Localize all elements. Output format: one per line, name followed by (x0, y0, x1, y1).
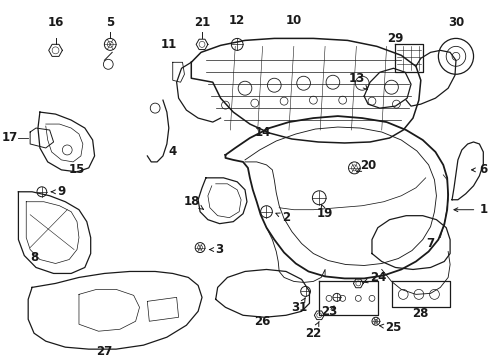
Text: 25: 25 (379, 321, 401, 334)
Text: 23: 23 (320, 305, 336, 318)
Text: 8: 8 (30, 251, 38, 264)
Text: 21: 21 (194, 16, 210, 29)
Text: 9: 9 (51, 185, 65, 198)
Text: 11: 11 (161, 38, 177, 51)
Text: 5: 5 (106, 16, 114, 29)
Text: 27: 27 (96, 345, 112, 357)
Text: 26: 26 (254, 315, 270, 328)
Text: 30: 30 (447, 16, 463, 29)
Text: 3: 3 (209, 243, 223, 256)
Text: 1: 1 (453, 203, 487, 216)
Text: 29: 29 (386, 32, 403, 45)
Text: 20: 20 (356, 159, 375, 172)
Text: 2: 2 (275, 211, 289, 224)
Text: 7: 7 (426, 237, 434, 250)
Text: 28: 28 (412, 307, 428, 320)
Text: 10: 10 (285, 14, 302, 27)
Text: 13: 13 (347, 72, 367, 90)
Text: 14: 14 (254, 126, 270, 139)
Text: 31: 31 (291, 298, 307, 314)
Text: 15: 15 (69, 163, 85, 176)
Text: 4: 4 (168, 145, 177, 158)
Text: 22: 22 (305, 321, 321, 340)
Text: 17: 17 (2, 131, 19, 144)
Text: 12: 12 (228, 14, 245, 27)
Text: 16: 16 (47, 16, 63, 29)
Text: 18: 18 (183, 195, 203, 209)
Text: 24: 24 (363, 271, 385, 284)
Text: 6: 6 (470, 163, 487, 176)
Text: 19: 19 (316, 204, 333, 220)
